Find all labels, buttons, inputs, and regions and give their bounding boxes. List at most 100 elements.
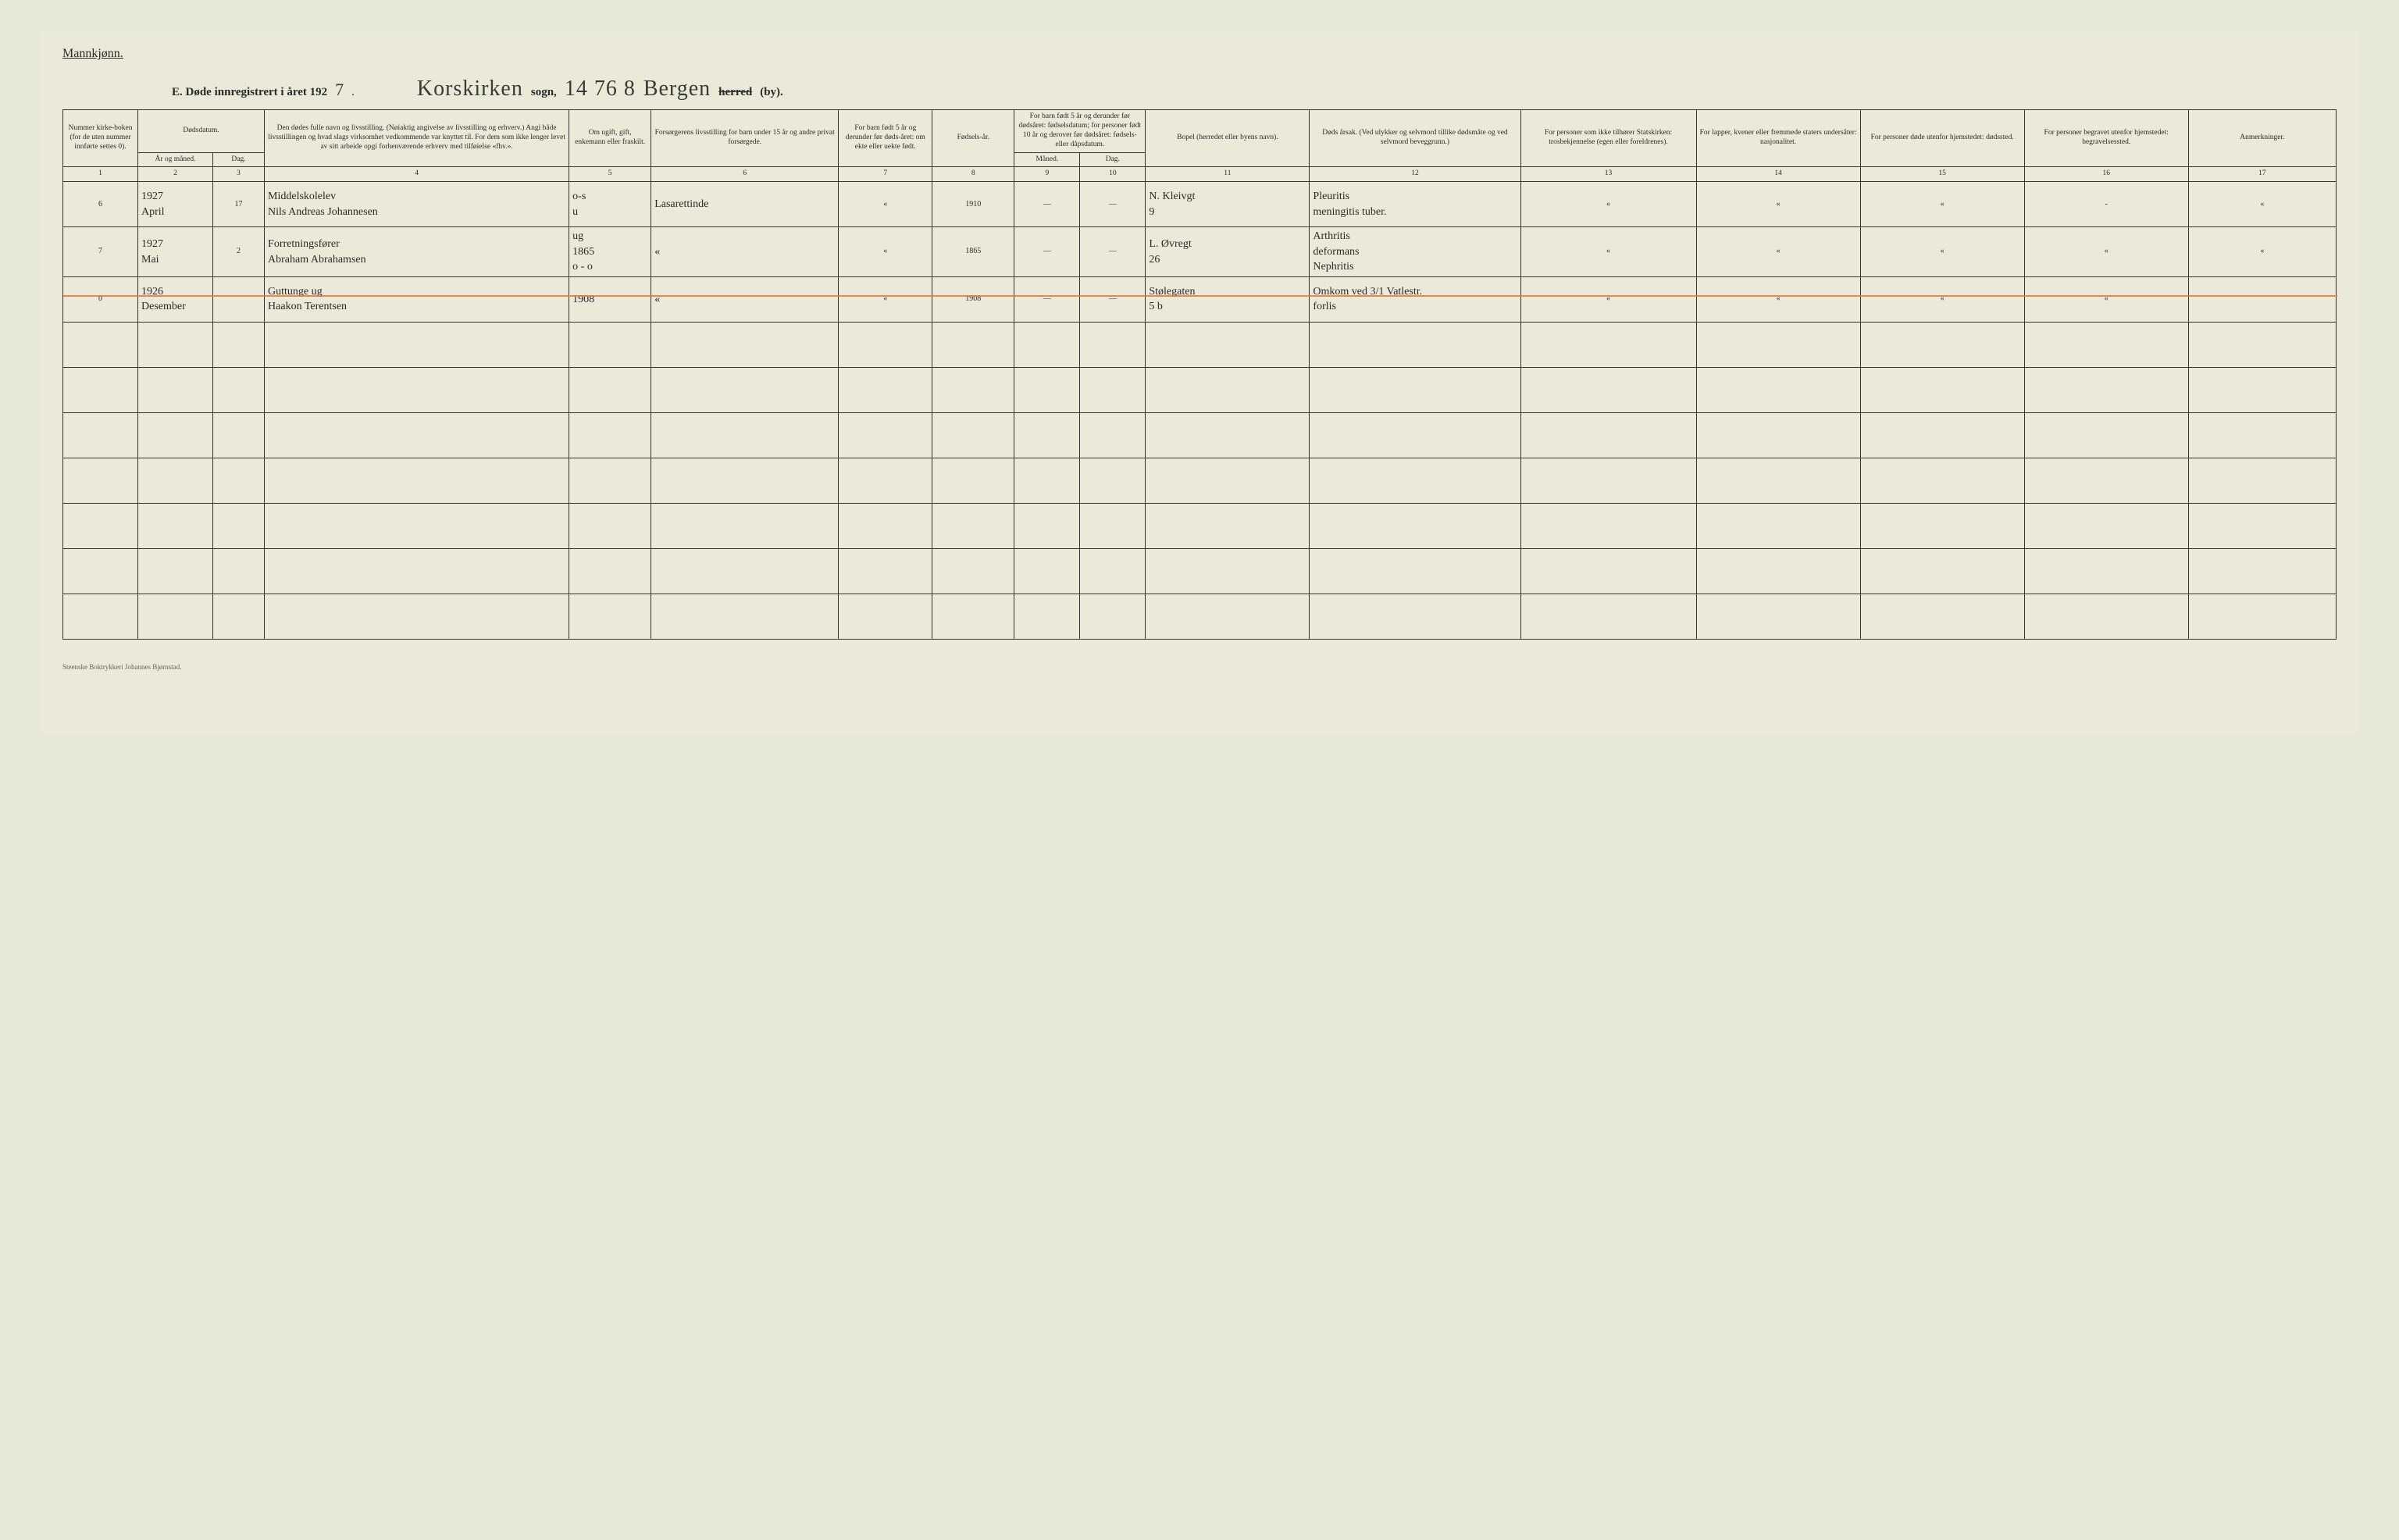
cell-ekte: « (839, 276, 932, 322)
empty-cell (213, 503, 265, 548)
empty-cell (265, 548, 569, 594)
empty-cell (1696, 458, 1860, 503)
cell-day: 17 (213, 182, 265, 227)
cell-num: 0 (63, 276, 138, 322)
empty-cell (1146, 548, 1310, 594)
empty-cell (1310, 458, 1520, 503)
colnum: 1 (63, 167, 138, 182)
col-header-9a: Måned. (1014, 152, 1080, 167)
cell-c14: « (1696, 182, 1860, 227)
cell-bopel: L. Øvregt26 (1146, 227, 1310, 277)
empty-cell (1146, 503, 1310, 548)
empty-cell (932, 322, 1014, 367)
cell-status: ug1865o - o (569, 227, 651, 277)
empty-cell (63, 412, 138, 458)
cell-faar: 1910 (932, 182, 1014, 227)
cell-c15: « (1860, 276, 2024, 322)
cell-c16: - (2024, 182, 2188, 227)
empty-cell (213, 412, 265, 458)
empty-cell (1080, 548, 1146, 594)
cell-c13: « (1520, 227, 1696, 277)
empty-cell (1146, 412, 1310, 458)
colnum: 6 (651, 167, 839, 182)
cell-c14: « (1696, 276, 1860, 322)
empty-cell (1014, 367, 1080, 412)
empty-cell (932, 458, 1014, 503)
empty-cell (265, 503, 569, 548)
table-body: 61927April17MiddelskolelevNils Andreas J… (63, 182, 2337, 640)
colnum: 3 (213, 167, 265, 182)
cell-status: o-su (569, 182, 651, 227)
empty-cell (2188, 548, 2336, 594)
column-number-row: 1 2 3 4 5 6 7 8 9 10 11 12 13 14 15 16 1… (63, 167, 2337, 182)
cell-cause: ArthritisdeformansNephritis (1310, 227, 1520, 277)
sogn-label: sogn, (531, 86, 557, 99)
colnum: 4 (265, 167, 569, 182)
col-header-4: Den dødes fulle navn og livsstilling. (N… (265, 110, 569, 167)
cell-c14: « (1696, 227, 1860, 277)
empty-cell (138, 412, 213, 458)
cell-day: 2 (213, 227, 265, 277)
cell-forsorger: « (651, 276, 839, 322)
empty-cell (138, 367, 213, 412)
empty-cell (1520, 503, 1696, 548)
empty-cell (1014, 548, 1080, 594)
gender-label: Mannkjønn. (62, 47, 123, 61)
empty-cell (569, 412, 651, 458)
col-header-2-top: Dødsdatum. (138, 110, 265, 153)
empty-cell (1014, 503, 1080, 548)
cell-fmnd: — (1014, 182, 1080, 227)
empty-cell (2024, 367, 2188, 412)
colnum: 14 (1696, 167, 1860, 182)
empty-cell (1310, 503, 1520, 548)
cell-faar: 1865 (932, 227, 1014, 277)
table-row-empty (63, 412, 2337, 458)
empty-cell (932, 367, 1014, 412)
table-row: 71927Mai2ForretningsførerAbraham Abraham… (63, 227, 2337, 277)
period: . (351, 86, 355, 99)
col-header-6: Forsørgerens livsstilling for barn under… (651, 110, 839, 167)
colnum: 12 (1310, 167, 1520, 182)
col-header-8: Fødsels-år. (932, 110, 1014, 167)
cell-num: 6 (63, 182, 138, 227)
empty-cell (1860, 548, 2024, 594)
empty-cell (1860, 458, 2024, 503)
empty-cell (569, 594, 651, 639)
empty-cell (213, 594, 265, 639)
col-header-16: For personer begravet utenfor hjemstedet… (2024, 110, 2188, 167)
cell-cause: Omkom ved 3/1 Vatlestr.forlis (1310, 276, 1520, 322)
empty-cell (138, 594, 213, 639)
cell-name: MiddelskolelevNils Andreas Johannesen (265, 182, 569, 227)
code-number: 14 76 8 (565, 77, 636, 102)
col-header-2b: Dag. (213, 152, 265, 167)
empty-cell (839, 412, 932, 458)
col-header-12: Døds årsak. (Ved ulykker og selvmord til… (1310, 110, 1520, 167)
colnum: 5 (569, 167, 651, 182)
cell-fdag: — (1080, 276, 1146, 322)
empty-cell (213, 548, 265, 594)
empty-cell (63, 594, 138, 639)
empty-cell (63, 322, 138, 367)
cell-ekte: « (839, 227, 932, 277)
empty-cell (1696, 503, 1860, 548)
empty-cell (1014, 322, 1080, 367)
by-label: (by). (760, 86, 783, 99)
col-header-17: Anmerkninger. (2188, 110, 2336, 167)
empty-cell (651, 548, 839, 594)
empty-cell (138, 503, 213, 548)
empty-cell (839, 594, 932, 639)
cell-c16: « (2024, 227, 2188, 277)
empty-cell (569, 503, 651, 548)
cell-faar: 1908 (932, 276, 1014, 322)
empty-cell (138, 322, 213, 367)
cell-forsorger: Lasarettinde (651, 182, 839, 227)
cell-fmnd: — (1014, 276, 1080, 322)
empty-cell (1014, 412, 1080, 458)
col-header-15: For personer døde utenfor hjemstedet: dø… (1860, 110, 2024, 167)
cell-bopel: N. Kleivgt9 (1146, 182, 1310, 227)
empty-cell (651, 458, 839, 503)
empty-cell (1860, 594, 2024, 639)
colnum: 11 (1146, 167, 1310, 182)
colnum: 7 (839, 167, 932, 182)
empty-cell (1520, 548, 1696, 594)
